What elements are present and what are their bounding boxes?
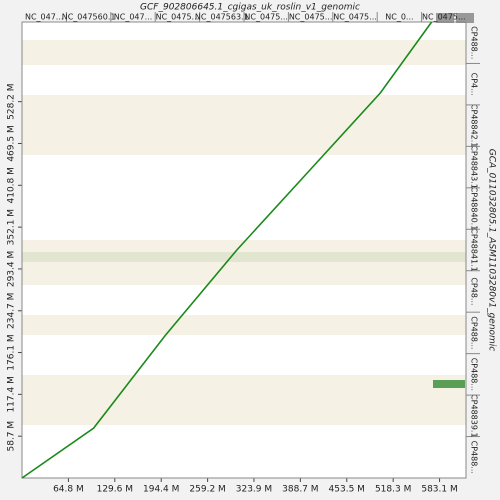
button[interactable] — [436, 13, 454, 23]
right-label: CP488... — [470, 358, 479, 391]
y-tick-label: 410.8 M — [7, 167, 17, 203]
y-tick-label: 469.5 M — [7, 125, 17, 161]
top-label: NC_047... — [114, 13, 152, 22]
top-label: NC_047560.1 — [62, 13, 116, 22]
y-tick-label: 352.1 M — [7, 209, 17, 245]
x-tick-label: 388.7 M — [282, 485, 318, 495]
top-label: NC_047... — [25, 13, 63, 22]
button[interactable] — [456, 13, 474, 23]
x-tick-label: 583.1 M — [421, 485, 457, 495]
texture-block — [433, 380, 465, 388]
right-label: CP488... — [470, 26, 479, 59]
right-label: CP4... — [470, 73, 479, 96]
right-label: CP48841.1 — [470, 228, 479, 272]
texture-band — [22, 315, 466, 335]
top-label: NC_0475... — [156, 13, 200, 22]
chart-title: GCF_902806645.1_cgigas_uk_roslin_v1_geno… — [140, 3, 360, 13]
texture — [22, 40, 466, 425]
right-label: CP488... — [470, 441, 479, 474]
top-label: NC_0475... — [422, 13, 466, 22]
top-label: NC_0475... — [244, 13, 288, 22]
x-tick-label: 129.6 M — [97, 485, 133, 495]
texture-band — [22, 40, 466, 65]
y-tick-label: 117.4 M — [7, 376, 17, 412]
texture-band — [22, 240, 466, 285]
y-tick-label: 58.7 M — [7, 421, 17, 452]
top-label: NC_0... — [385, 13, 413, 22]
y-title: GCA_011032805.1_ASM1103280v1_genomic — [487, 149, 497, 352]
right-label: CP48843.1 — [470, 145, 479, 189]
x-tick-label: 518.3 M — [375, 485, 411, 495]
texture-band — [22, 252, 466, 262]
right-label: CP48839.1 — [470, 394, 479, 438]
x-tick-label: 323.9 M — [236, 485, 272, 495]
y-tick-label: 528.2 M — [7, 83, 17, 119]
x-tick-label: 64.8 M — [53, 485, 84, 495]
y-tick-label: 176.1 M — [7, 334, 17, 370]
texture-band — [22, 375, 466, 425]
y-tick-label: 293.4 M — [7, 251, 17, 287]
diagonal-line — [21, 21, 433, 479]
top-label: NC_0475... — [333, 13, 377, 22]
y-tick-label: 234.7 M — [7, 293, 17, 329]
top-label: NC_0475... — [289, 13, 333, 22]
top-label: NC_047563.1 — [195, 13, 249, 22]
plot-area — [22, 22, 466, 478]
plot-frame — [21, 21, 467, 479]
x-tick-label: 259.2 M — [189, 485, 225, 495]
right-label: CP48840.1 — [470, 187, 479, 231]
right-label: CP48842.1 — [470, 104, 479, 147]
texture-band — [22, 95, 466, 155]
x-tick-label: 194.4 M — [143, 485, 179, 495]
right-label: CP48... — [470, 277, 479, 305]
right-label: CP488... — [470, 316, 479, 349]
x-tick-label: 453.5 M — [329, 485, 365, 495]
